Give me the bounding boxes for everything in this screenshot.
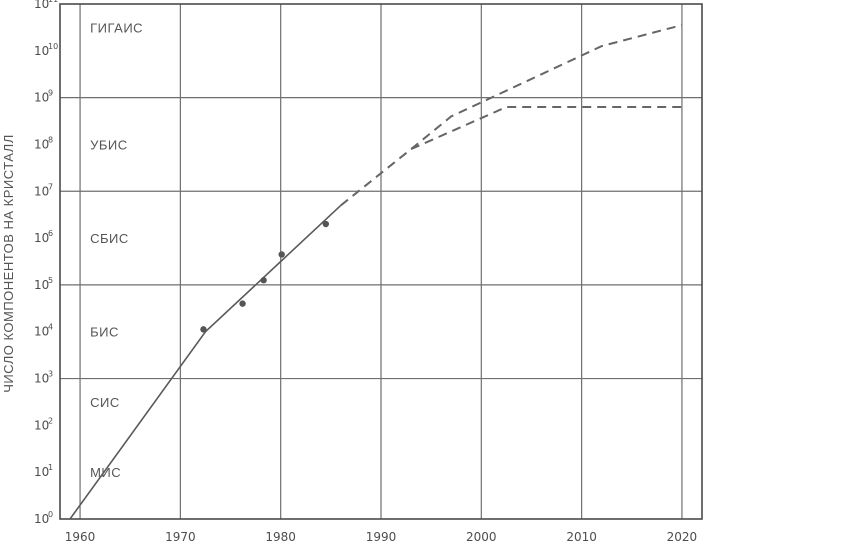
y-tick-exponent: 6 [48, 229, 53, 238]
y-tick-label: 104 [34, 323, 53, 339]
data-point [260, 277, 267, 284]
projection-line [340, 24, 683, 207]
y-tick-base: 10 [34, 91, 49, 105]
integration-level-labels: ГИГАИС УБИС СБИС БИС СИС МИС [90, 20, 143, 480]
data-series [69, 24, 683, 520]
y-tick-label: 100 [34, 510, 53, 526]
band-label: СБИС [90, 231, 129, 246]
y-tick-base: 10 [34, 372, 49, 386]
data-point [278, 251, 285, 258]
y-tick-base: 10 [34, 137, 49, 151]
y-tick-exponent: 3 [48, 370, 53, 379]
y-tick-label: 107 [34, 182, 53, 198]
y-tick-base: 10 [34, 512, 49, 526]
y-tick-label: 106 [34, 229, 53, 245]
band-label: УБИС [90, 137, 128, 152]
y-tick-exponent: 2 [48, 416, 53, 425]
y-tick-base: 10 [34, 184, 49, 198]
data-point [200, 326, 207, 333]
x-tick-label: 2010 [566, 530, 597, 544]
x-tick-label: 1970 [165, 530, 196, 544]
y-tick-base: 10 [34, 325, 49, 339]
y-tick-base: 10 [34, 0, 49, 11]
data-point [322, 220, 330, 228]
y-tick-base: 10 [34, 278, 49, 292]
y-tick-base: 10 [34, 465, 49, 479]
data-point [239, 300, 246, 307]
band-label: МИС [90, 465, 121, 480]
y-tick-label: 103 [34, 370, 53, 386]
x-axis-ticks: 1960 1970 1980 1990 2000 2010 2020 [65, 530, 697, 544]
trend-line [69, 204, 342, 520]
y-tick-label: 108 [34, 135, 53, 151]
y-tick-exponent: 9 [48, 89, 53, 98]
y-tick-exponent: 1 [48, 463, 53, 472]
y-axis-title: ЧИСЛО КОМПОНЕНТОВ НА КРИСТАЛЛ [1, 134, 16, 393]
x-tick-label: 2000 [466, 530, 497, 544]
projection-line [410, 106, 682, 151]
y-tick-exponent: 10 [48, 42, 58, 51]
grid [60, 4, 702, 519]
band-label: СИС [90, 395, 120, 410]
data-points [200, 220, 330, 333]
x-tick-label: 2020 [667, 530, 698, 544]
x-tick-label: 1990 [366, 530, 397, 544]
y-tick-exponent: 0 [48, 510, 53, 519]
y-tick-exponent: 8 [48, 135, 53, 144]
x-tick-label: 1960 [65, 530, 96, 544]
y-tick-exponent: 4 [48, 323, 53, 332]
plot-frame [59, 3, 703, 520]
y-axis-ticks: 10010110210310410510610710810910101011 [34, 0, 58, 526]
y-tick-label: 102 [34, 416, 53, 432]
y-tick-label: 109 [34, 89, 53, 105]
y-tick-label: 101 [34, 463, 53, 479]
y-tick-base: 10 [34, 231, 49, 245]
y-tick-base: 10 [34, 44, 49, 58]
x-tick-label: 1980 [265, 530, 296, 544]
band-label: ГИГАИС [90, 20, 143, 35]
y-tick-label: 105 [34, 276, 53, 292]
y-tick-exponent: 11 [48, 0, 58, 4]
y-tick-exponent: 5 [48, 276, 53, 285]
y-tick-base: 10 [34, 418, 49, 432]
band-label: БИС [90, 325, 119, 340]
y-tick-exponent: 7 [48, 182, 53, 191]
